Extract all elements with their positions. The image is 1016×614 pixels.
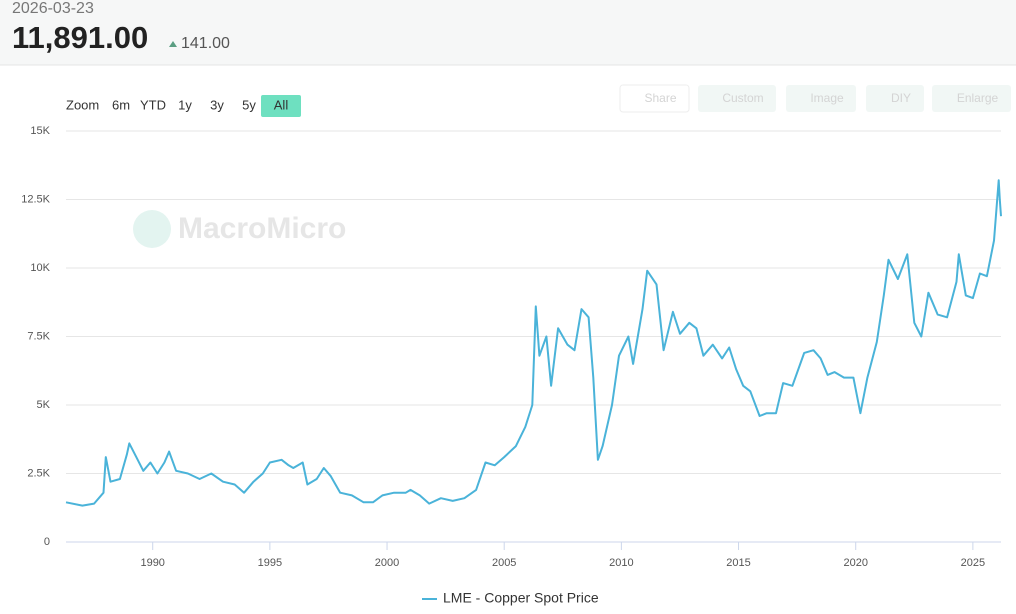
range-label[interactable]: 6m xyxy=(112,97,130,112)
watermark-logo xyxy=(133,210,171,248)
y-tick-label: 12.5K xyxy=(21,193,50,205)
x-tick-label: 2005 xyxy=(492,557,516,569)
range-label[interactable]: YTD xyxy=(140,97,166,112)
x-tick-label: 2015 xyxy=(726,557,750,569)
range-label[interactable]: 1y xyxy=(178,97,192,112)
x-tick-label: 2010 xyxy=(609,557,633,569)
y-tick-label: 7.5K xyxy=(27,330,50,342)
legend-label[interactable]: LME - Copper Spot Price xyxy=(443,590,599,606)
y-tick-label: 15K xyxy=(30,125,50,137)
action-label[interactable]: Image xyxy=(810,91,844,105)
action-button[interactable] xyxy=(866,85,924,112)
x-tick-label: 2025 xyxy=(961,557,985,569)
action-button[interactable] xyxy=(932,85,1011,112)
action-label[interactable]: Share xyxy=(644,91,676,105)
date: 2026-03-23 xyxy=(12,0,94,17)
header-bg xyxy=(0,0,1016,65)
range-label[interactable]: All xyxy=(274,97,289,112)
y-tick-label: 5K xyxy=(37,399,51,411)
action-label[interactable]: DIY xyxy=(891,91,911,105)
action-label[interactable]: Enlarge xyxy=(957,91,999,105)
y-tick-label: 2.5K xyxy=(27,467,50,479)
up-arrow xyxy=(169,41,177,47)
range-button[interactable] xyxy=(261,95,301,117)
y-tick-label: 0 xyxy=(44,536,50,548)
y-tick-label: 10K xyxy=(30,262,50,274)
x-tick-label: 1995 xyxy=(258,557,282,569)
action-button[interactable] xyxy=(619,84,690,113)
action-button[interactable] xyxy=(786,85,856,112)
x-tick-label: 2000 xyxy=(375,557,399,569)
watermark: MacroMicro xyxy=(178,212,346,245)
price: 11,891.00 xyxy=(12,20,148,55)
price-line xyxy=(65,179,1002,507)
range-label[interactable]: 3y xyxy=(210,97,224,112)
price-change: 141.00 xyxy=(181,35,230,52)
x-tick-label: 1990 xyxy=(140,557,164,569)
x-tick-label: 2020 xyxy=(843,557,867,569)
zoom-label: Zoom xyxy=(66,97,99,112)
action-label[interactable]: Custom xyxy=(722,91,763,105)
range-label[interactable]: 5y xyxy=(242,97,256,112)
action-button[interactable] xyxy=(698,85,776,112)
